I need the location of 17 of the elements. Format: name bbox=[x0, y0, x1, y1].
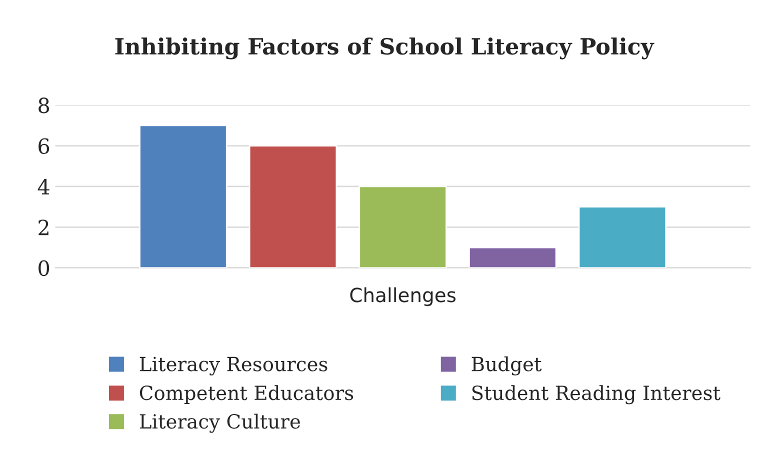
y-tick-label: 6 bbox=[38, 138, 50, 154]
bar bbox=[248, 145, 338, 268]
x-tick-label: Challenges bbox=[350, 287, 456, 306]
bar bbox=[358, 186, 447, 268]
y-tick-label: 8 bbox=[38, 98, 50, 114]
bar bbox=[468, 246, 557, 268]
bar bbox=[578, 206, 667, 268]
legend-label: Budget bbox=[472, 356, 542, 376]
legend-label: Student Reading Interest bbox=[472, 385, 720, 404]
legend-label: Literacy Resources bbox=[140, 356, 328, 376]
y-tick-label: 4 bbox=[38, 178, 50, 194]
bar bbox=[139, 124, 228, 268]
y-tick-label: 0 bbox=[38, 260, 50, 276]
legend-label: Literacy Culture bbox=[140, 414, 300, 433]
legend-label: Competent Educators bbox=[140, 385, 354, 404]
y-tick-label: 2 bbox=[38, 220, 48, 236]
chart-title: Inhibiting Factors of School Literacy Policy bbox=[115, 37, 654, 60]
